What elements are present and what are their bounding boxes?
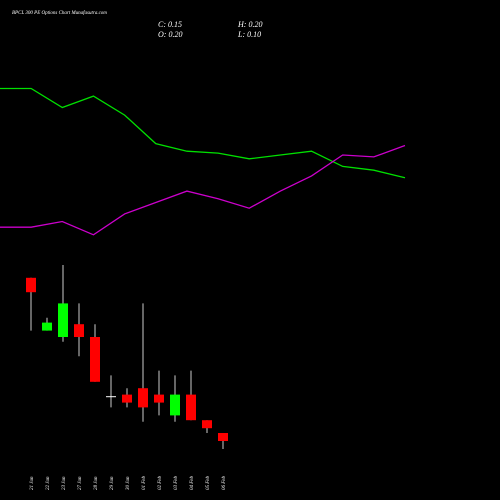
chart-title: BPCL 300 PE Options Chart Munafasutra.co… <box>12 11 107 16</box>
candle-body <box>58 303 68 337</box>
x-tick-label: 27 Jan <box>78 476 83 490</box>
header-high: H: 0.20 <box>237 20 262 29</box>
candle-body <box>138 388 148 408</box>
indicator-line <box>0 144 406 236</box>
candle-body <box>106 396 116 398</box>
header-open: O: 0.20 <box>158 30 182 39</box>
candle-body <box>186 394 196 421</box>
x-tick-label: 02 Feb <box>158 475 163 490</box>
header-low: L: 0.10 <box>237 30 261 39</box>
candle-body <box>218 433 228 441</box>
candle-body <box>154 394 164 403</box>
x-tick-label: 28 Jan <box>94 476 99 490</box>
candle-body <box>26 277 36 293</box>
candle-body <box>42 322 52 331</box>
candle-body <box>74 324 84 337</box>
candle-body <box>170 394 180 416</box>
indicator-line <box>0 87 406 179</box>
candle-body <box>202 420 212 429</box>
x-tick-label: 04 Feb <box>190 475 195 490</box>
header-close: C: 0.15 <box>158 20 182 29</box>
x-tick-label: 22 Jan <box>46 476 51 490</box>
x-tick-label: 23 Jan <box>62 476 67 490</box>
x-tick-label: 30 Jan <box>126 476 131 490</box>
candle-body <box>90 337 100 382</box>
x-tick-label: 01 Feb <box>142 475 147 490</box>
x-tick-label: 29 Jan <box>110 476 115 490</box>
x-tick-label: 06 Feb <box>222 475 227 490</box>
x-tick-label: 05 Feb <box>206 475 211 490</box>
x-tick-label: 03 Feb <box>174 475 179 490</box>
x-tick-label: 21 Jan <box>30 476 35 490</box>
candle-body <box>122 394 132 403</box>
